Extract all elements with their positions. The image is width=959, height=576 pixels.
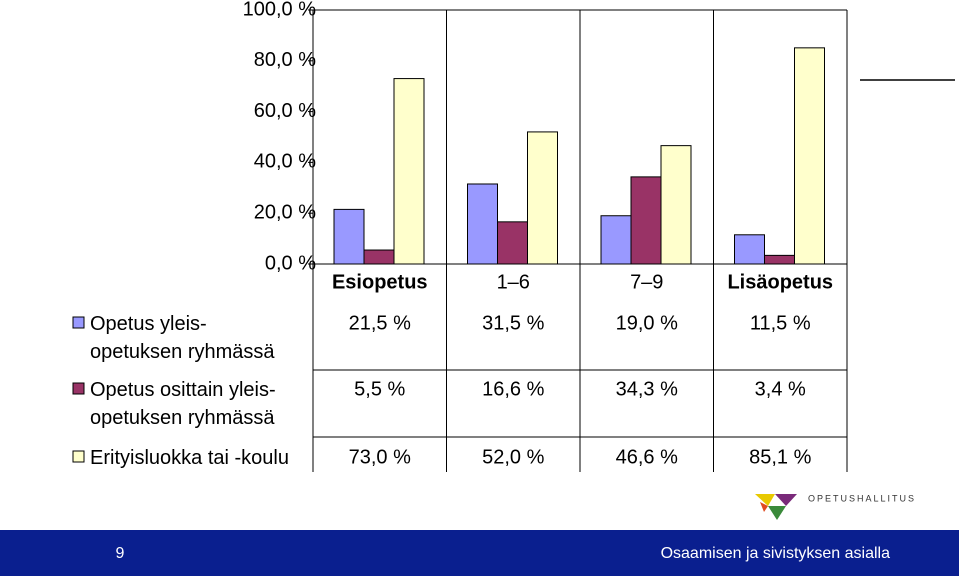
table-value: 11,5 % bbox=[750, 312, 811, 334]
bar bbox=[630, 176, 662, 265]
page-number: 9 bbox=[116, 545, 125, 562]
table-value: 19,0 % bbox=[616, 312, 678, 334]
table-value: 5,5 % bbox=[354, 378, 405, 400]
table-value: 16,6 % bbox=[482, 378, 544, 400]
table-value: 85,1 % bbox=[749, 446, 811, 468]
bar bbox=[794, 47, 825, 265]
category-label: Lisäopetus bbox=[727, 271, 833, 293]
y-tick-label: 40,0 % bbox=[254, 151, 316, 173]
table-value: 46,6 % bbox=[616, 446, 678, 468]
legend-label: Opetus osittain yleis- opetuksen ryhmäss… bbox=[90, 379, 276, 429]
bar bbox=[600, 215, 632, 265]
bar bbox=[467, 183, 498, 265]
category-label: 1–6 bbox=[497, 271, 530, 293]
bar bbox=[527, 131, 558, 265]
legend-label: Erityisluokka tai -koulu bbox=[90, 447, 289, 469]
logo-text: OPETUSHALLITUS bbox=[808, 493, 916, 503]
table-value: 21,5 % bbox=[349, 312, 411, 334]
legend-swatch bbox=[72, 450, 85, 463]
bar bbox=[393, 78, 425, 265]
legend-swatch bbox=[72, 382, 85, 395]
category-label: 7–9 bbox=[630, 271, 663, 293]
bar bbox=[497, 221, 528, 265]
table-value: 73,0 % bbox=[349, 446, 411, 468]
slogan: Osaamisen ja sivistyksen asialla bbox=[661, 545, 891, 562]
y-tick-label: 60,0 % bbox=[254, 100, 316, 122]
bar bbox=[660, 145, 692, 265]
table-value: 3,4 % bbox=[755, 378, 806, 400]
bar bbox=[734, 234, 765, 265]
logo bbox=[755, 494, 797, 520]
y-tick-label: 100,0 % bbox=[243, 0, 317, 20]
bar bbox=[333, 208, 365, 265]
table-value: 31,5 % bbox=[482, 312, 544, 334]
y-tick-label: 80,0 % bbox=[254, 49, 316, 71]
legend-label: Opetus yleis- opetuksen ryhmässä bbox=[90, 313, 275, 363]
bar bbox=[363, 249, 395, 265]
table-value: 34,3 % bbox=[616, 378, 678, 400]
category-label: Esiopetus bbox=[332, 271, 428, 293]
legend-swatch bbox=[72, 316, 85, 329]
footer-bar bbox=[0, 530, 959, 576]
table-value: 52,0 % bbox=[482, 446, 544, 468]
bar bbox=[764, 254, 795, 265]
y-tick-label: 20,0 % bbox=[254, 201, 316, 223]
y-tick-label: 0,0 % bbox=[265, 252, 316, 274]
